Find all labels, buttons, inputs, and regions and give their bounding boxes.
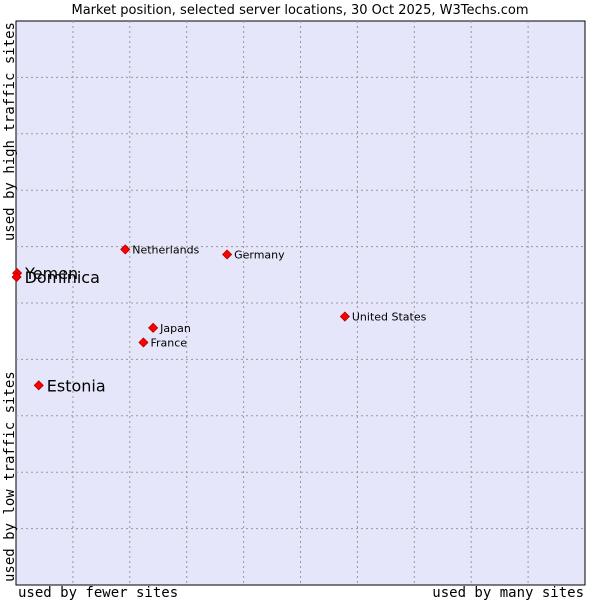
data-label-france: France [150, 336, 187, 349]
data-point-netherlands [120, 244, 131, 255]
data-point-dominica [11, 271, 22, 283]
y-axis-label-bottom: used by low traffic sites [2, 371, 18, 582]
data-label-yemen: Yemen [24, 264, 78, 283]
data-label-estonia: Estonia [47, 376, 106, 395]
data-label-united-states: United States [352, 311, 427, 324]
data-point-united-states [339, 311, 350, 322]
x-axis-label-right: used by many sites [432, 585, 584, 600]
data-point-france [138, 337, 149, 348]
chart-title: Market position, selected server locatio… [71, 3, 528, 18]
data-label-dominica: Dominica [25, 268, 100, 287]
x-axis-label-left: used by fewer sites [18, 585, 178, 600]
data-point-germany [222, 249, 233, 260]
data-label-germany: Germany [234, 248, 285, 261]
grid-lines [16, 21, 585, 585]
y-axis-label-top: used by high traffic sites [2, 22, 18, 241]
data-label-japan: Japan [159, 322, 191, 335]
data-point-japan [148, 322, 159, 333]
data-label-netherlands: Netherlands [132, 243, 199, 256]
data-point-estonia [33, 380, 44, 391]
